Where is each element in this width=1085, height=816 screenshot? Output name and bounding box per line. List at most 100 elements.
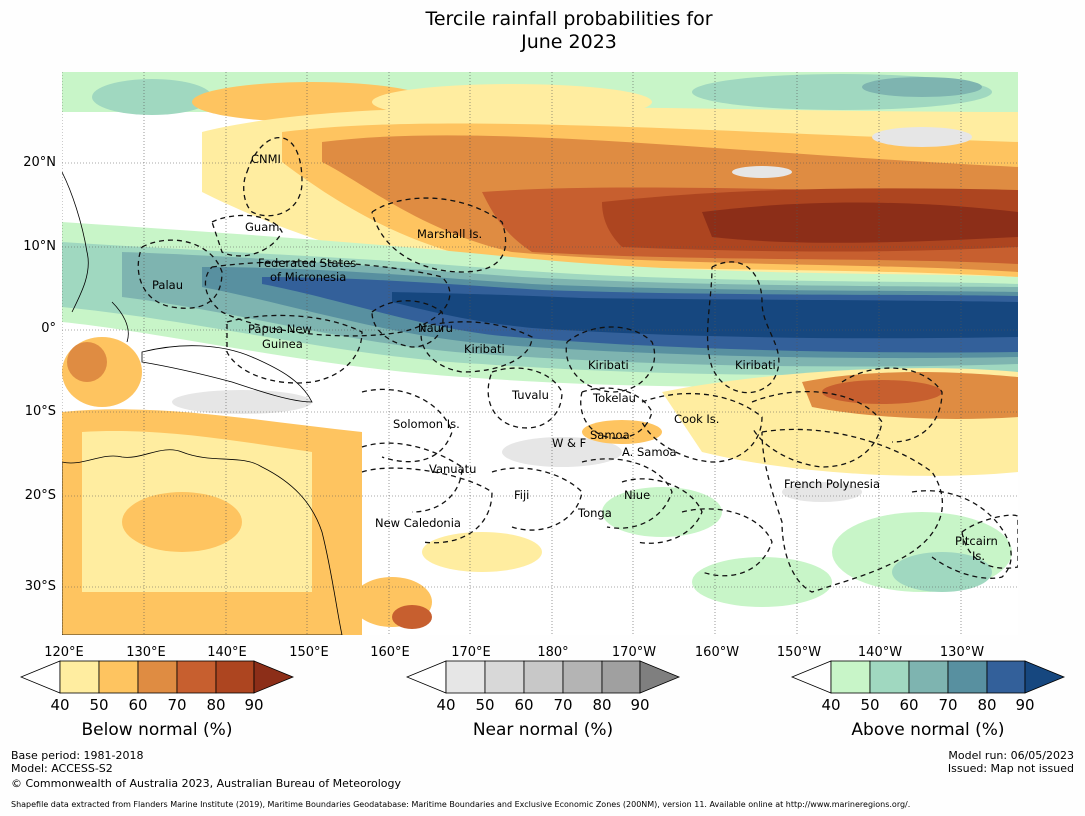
lon-label-130e: 130°E <box>126 645 166 660</box>
lon-label-180: 180° <box>537 645 569 660</box>
lon-label-140e: 140°E <box>207 645 247 660</box>
below-tick-90: 90 <box>244 696 264 714</box>
colorbar-below-swatch-1 <box>59 660 100 694</box>
below-tick-40: 40 <box>50 696 70 714</box>
lon-label-150w: 150°W <box>776 645 822 660</box>
lat-label-20n: 20°N <box>23 155 56 170</box>
region-label-marshall-islands: Marshall Is. <box>417 227 483 241</box>
lat-label-10s: 10°S <box>24 404 56 419</box>
near-normal-title: Near normal (%) <box>472 720 614 740</box>
title-line-2: June 2023 <box>521 31 617 53</box>
lat-label-30s: 30°S <box>24 579 56 594</box>
colorbar-above-normal <box>791 660 1066 694</box>
colorbar-below-swatch-5 <box>215 660 255 694</box>
near-tick-40: 40 <box>436 696 456 714</box>
region-label-kiribati-east: Kiribati <box>735 358 776 372</box>
colorbar-above-swatch-2 <box>869 660 910 694</box>
probability-field <box>62 72 1018 635</box>
above-tick-60: 60 <box>899 696 919 714</box>
model-name: Model: ACCESS-S2 <box>11 762 113 775</box>
model-run: Model run: 06/05/2023 <box>948 749 1074 762</box>
colorbar-near-normal <box>406 660 681 694</box>
region-label-vanuatu: Vanuatu <box>429 462 477 476</box>
region-label-american-samoa: A. Samoa <box>622 445 677 459</box>
eez-boundaries <box>137 137 1018 593</box>
region-label-tonga: Tonga <box>578 506 612 520</box>
colorbar-near-swatch-6 <box>639 660 681 694</box>
base-period: Base period: 1981-2018 <box>11 749 144 762</box>
near-tick-80: 80 <box>592 696 612 714</box>
region-label-samoa: Samoa <box>590 428 630 442</box>
region-label-guam: Guam <box>245 220 280 234</box>
lon-label-140w: 140°W <box>857 645 903 660</box>
region-label-fiji: Fiji <box>514 488 530 502</box>
below-tick-80: 80 <box>206 696 226 714</box>
above-tick-50: 50 <box>860 696 880 714</box>
region-label-png-line2: Guinea <box>262 337 303 351</box>
region-label-wallis-futuna: W & F <box>552 436 587 450</box>
region-label-palau: Palau <box>152 278 183 292</box>
above-tick-70: 70 <box>938 696 958 714</box>
lon-label-160w: 160°W <box>694 645 740 660</box>
lon-label-170w: 170°W <box>611 645 657 660</box>
region-label-new-caledonia: New Caledonia <box>375 516 461 530</box>
near-tick-50: 50 <box>475 696 495 714</box>
below-tick-50: 50 <box>89 696 109 714</box>
copyright: © Commonwealth of Australia 2023, Austra… <box>11 777 401 790</box>
colorbar-near-swatch-0 <box>406 660 447 694</box>
lon-label-130w: 130°W <box>939 645 985 660</box>
region-label-tokelau: Tokelau <box>593 391 636 405</box>
region-label-pitcairn-line2: Is. <box>972 549 986 563</box>
below-normal-title: Below normal (%) <box>81 720 233 740</box>
region-label-solomon-islands: Solomon Is. <box>393 417 460 431</box>
region-label-kiribati-central: Kiribati <box>588 358 629 372</box>
lon-label-170e: 170°E <box>451 645 491 660</box>
issued-status: Issued: Map not issued <box>947 762 1074 775</box>
colorbar-above-swatch-6 <box>1024 660 1066 694</box>
region-label-png-line1: Papua New <box>248 322 312 336</box>
below-tick-70: 70 <box>167 696 187 714</box>
colorbar-below-normal <box>20 660 295 694</box>
above-tick-80: 80 <box>977 696 997 714</box>
lon-label-120e: 120°E <box>44 645 84 660</box>
rainfall-map: CNMI Guam Marshall Is. Federated States … <box>62 72 1018 635</box>
colorbar-below-swatch-0 <box>20 660 61 694</box>
title-line-1: Tercile rainfall probabilities for <box>425 8 713 30</box>
region-label-french-polynesia: French Polynesia <box>784 477 881 491</box>
colorbar-near-swatch-4 <box>562 660 603 694</box>
colorbar-above-swatch-1 <box>830 660 871 694</box>
region-label-cook-islands: Cook Is. <box>674 412 720 426</box>
region-label-kiribati-west: Kiribati <box>464 342 505 356</box>
region-label-tuvalu: Tuvalu <box>512 388 549 402</box>
colorbar-below-swatch-6 <box>253 660 295 694</box>
region-label-niue: Niue <box>624 488 651 502</box>
lon-label-160e: 160°E <box>370 645 410 660</box>
colorbar-near-swatch-2 <box>484 660 525 694</box>
region-label-nauru: Nauru <box>418 321 453 335</box>
colorbar-below-swatch-3 <box>137 660 178 694</box>
near-tick-60: 60 <box>514 696 534 714</box>
colorbar-near-swatch-3 <box>523 660 564 694</box>
region-label-fsm-line2: of Micronesia <box>270 270 347 284</box>
colorbar-below-swatch-4 <box>176 660 217 694</box>
colorbar-above-swatch-3 <box>908 660 949 694</box>
lat-label-20s: 20°S <box>24 488 56 503</box>
lon-label-150e: 150°E <box>289 645 329 660</box>
below-tick-60: 60 <box>128 696 148 714</box>
footer-right: Model run: 06/05/2023 Issued: Map not is… <box>948 749 1074 775</box>
near-tick-90: 90 <box>630 696 650 714</box>
colorbar-below-swatch-2 <box>98 660 139 694</box>
lat-label-0: 0° <box>41 321 56 336</box>
map-title: Tercile rainfall probabilities for June … <box>0 8 1085 54</box>
colorbar-near-swatch-5 <box>601 660 641 694</box>
above-tick-90: 90 <box>1015 696 1035 714</box>
colorbar-above-swatch-4 <box>947 660 988 694</box>
colorbar-above-swatch-5 <box>986 660 1026 694</box>
colorbar-near-swatch-1 <box>445 660 486 694</box>
above-normal-title: Above normal (%) <box>851 720 1005 740</box>
region-label-cnmi: CNMI <box>251 152 281 166</box>
lat-label-10n: 10°N <box>23 239 56 254</box>
region-label-fsm-line1: Federated States <box>258 256 357 270</box>
graticule <box>62 72 1018 635</box>
above-tick-40: 40 <box>821 696 841 714</box>
